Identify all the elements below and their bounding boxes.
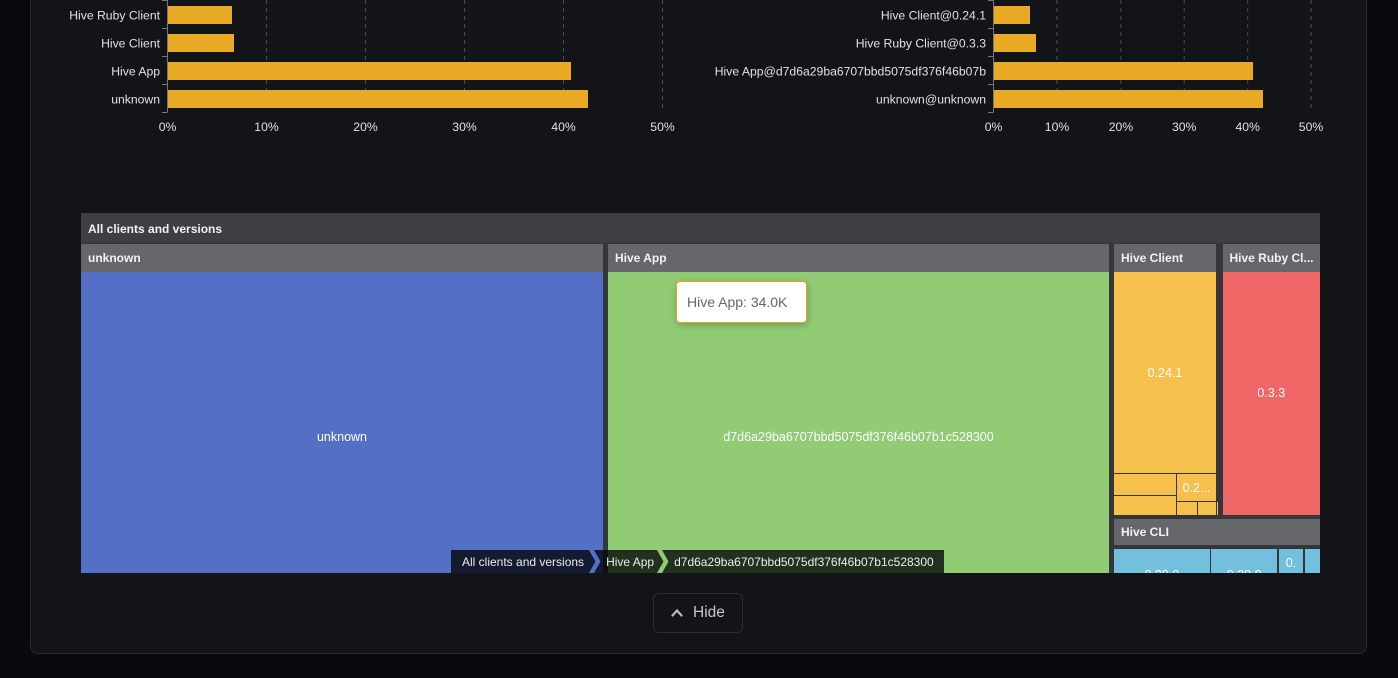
svg-text:Hive Client: Hive Client xyxy=(101,37,161,51)
svg-text:unknown: unknown xyxy=(111,93,160,107)
svg-text:Hive Ruby Client@0.3.3: Hive Ruby Client@0.3.3 xyxy=(856,37,986,51)
svg-text:0%: 0% xyxy=(985,120,1003,134)
svg-text:50%: 50% xyxy=(650,120,675,134)
svg-text:40%: 40% xyxy=(1235,120,1260,134)
svg-text:30%: 30% xyxy=(1172,120,1197,134)
svg-text:10%: 10% xyxy=(254,120,279,134)
svg-text:10%: 10% xyxy=(1045,120,1070,134)
svg-text:20%: 20% xyxy=(353,120,378,134)
svg-text:Hive App: Hive App xyxy=(111,65,160,79)
svg-text:Hive Ruby Client: Hive Ruby Client xyxy=(69,9,160,23)
svg-text:Hive Client@0.24.1: Hive Client@0.24.1 xyxy=(881,9,986,23)
svg-text:Hive App@d7d6a29ba6707bbd5075d: Hive App@d7d6a29ba6707bbd5075df376f46b07… xyxy=(715,65,986,79)
svg-text:40%: 40% xyxy=(551,120,576,134)
svg-text:50%: 50% xyxy=(1299,120,1324,134)
svg-text:20%: 20% xyxy=(1109,120,1134,134)
svg-text:unknown@unknown: unknown@unknown xyxy=(876,93,986,107)
svg-text:30%: 30% xyxy=(452,120,477,134)
svg-text:0%: 0% xyxy=(159,120,177,134)
